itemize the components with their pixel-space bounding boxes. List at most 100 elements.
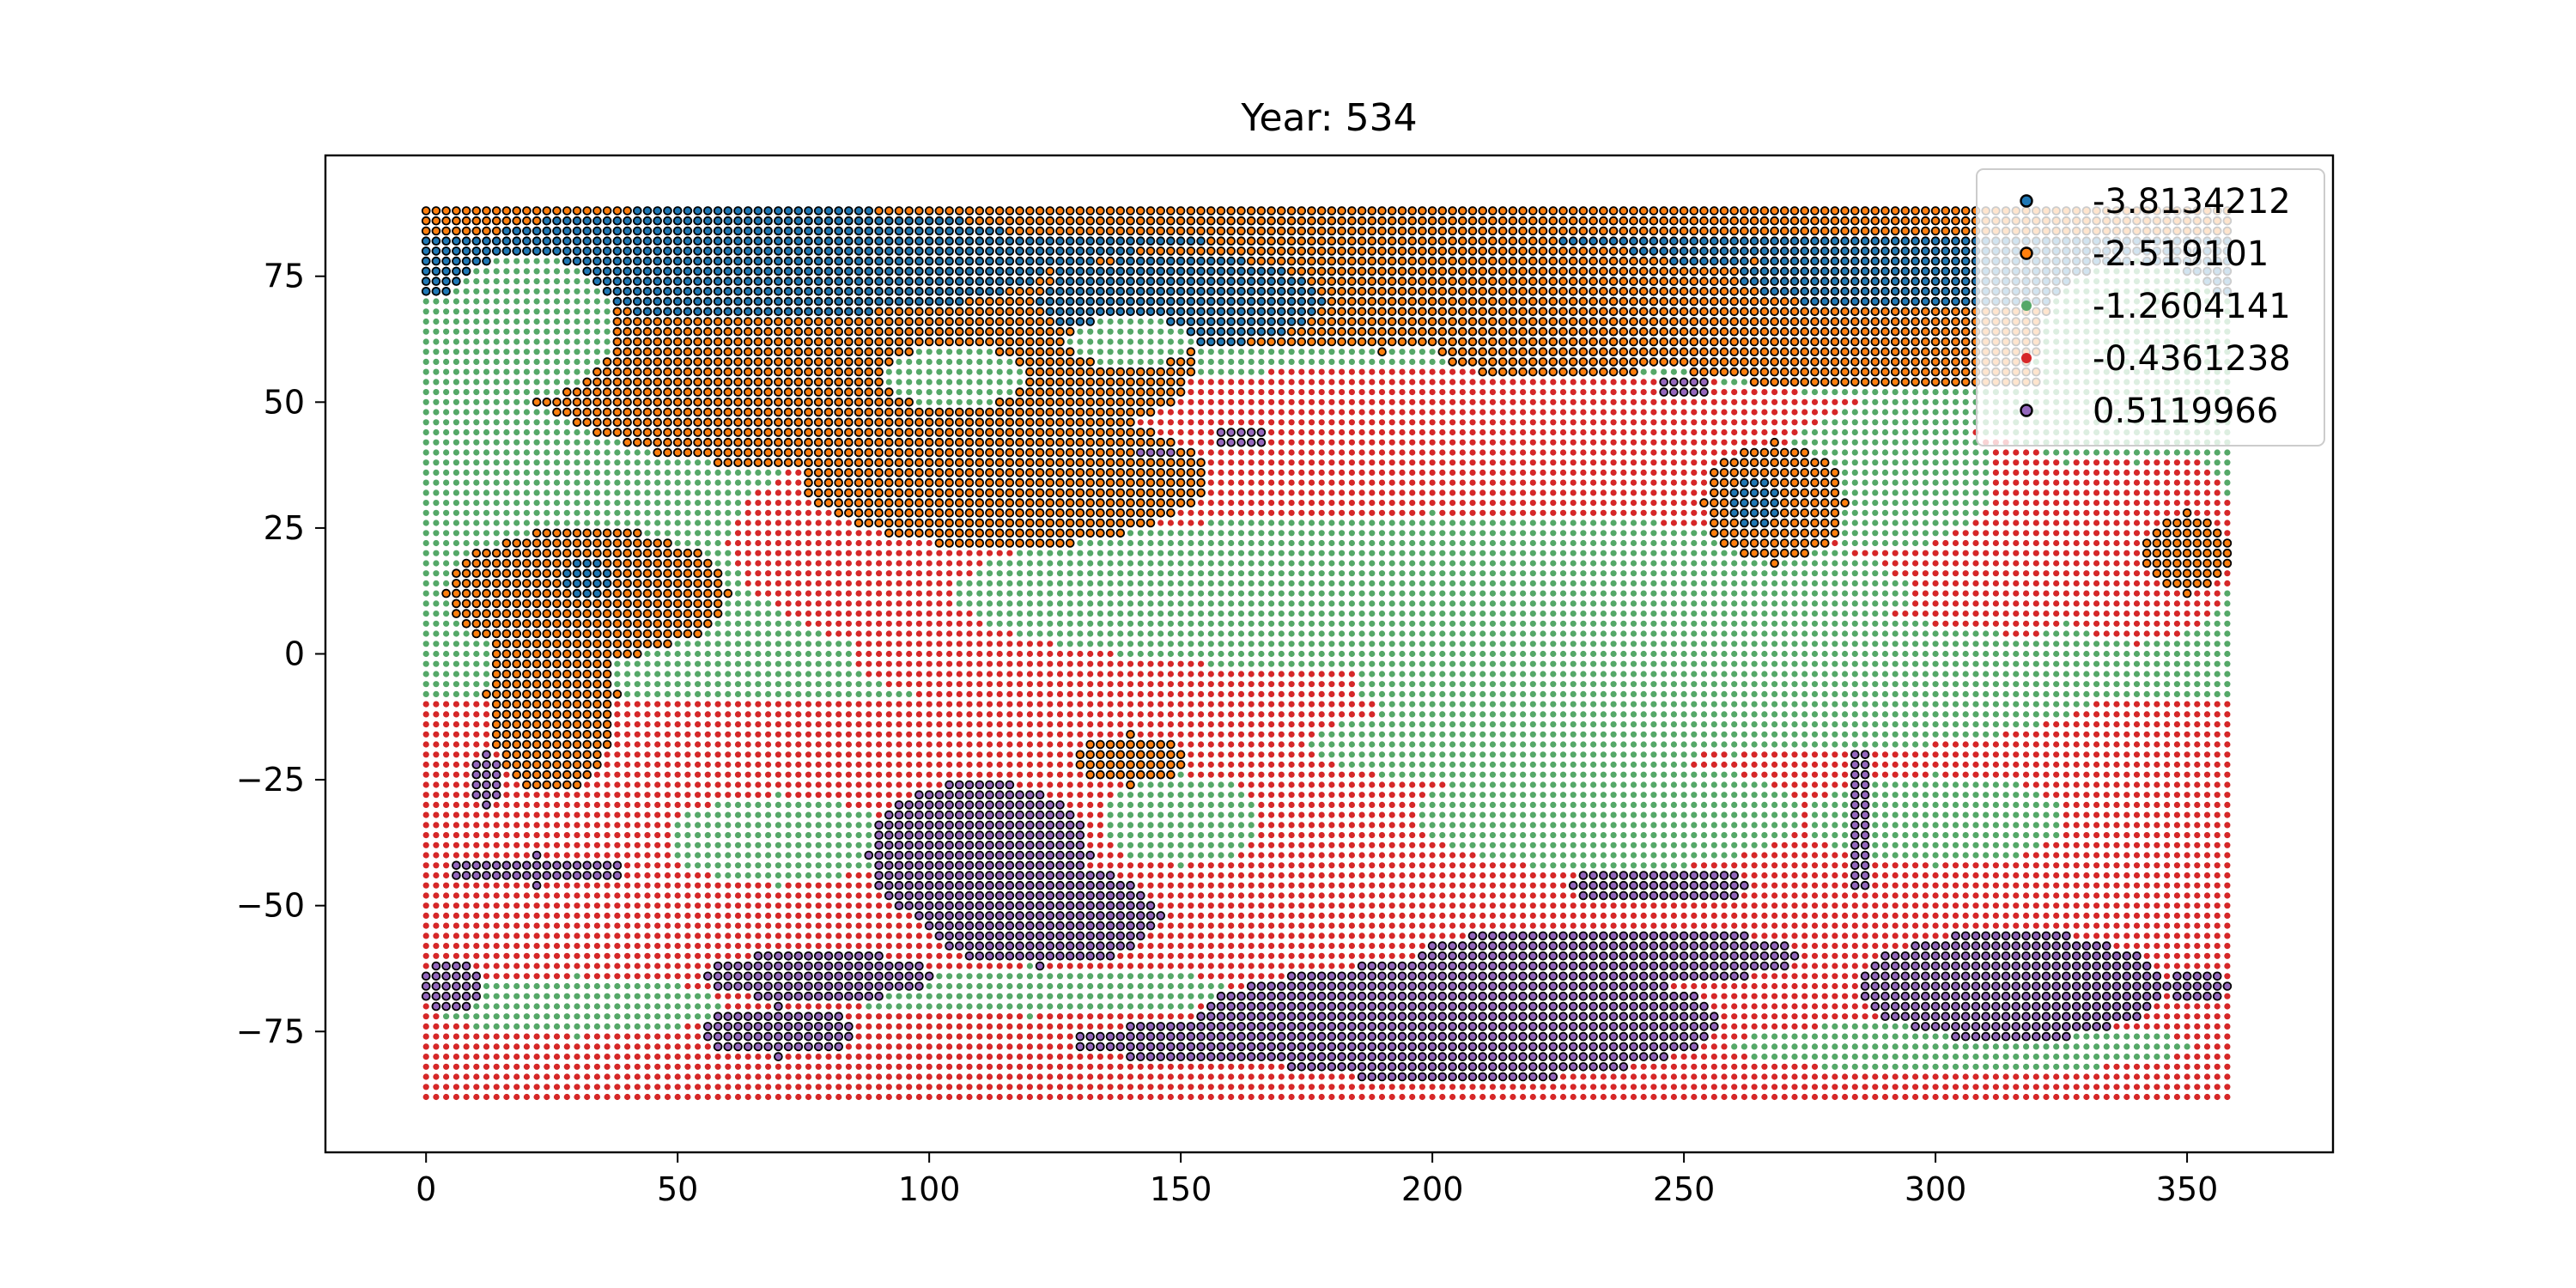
data-point--1.2604141 (503, 1013, 510, 1020)
data-point--0.4361238 (483, 1084, 490, 1091)
data-point-0.5119966 (1347, 1012, 1357, 1021)
data-point--0.4361238 (2203, 852, 2211, 859)
data-point-0.5119966 (2122, 981, 2132, 991)
data-point-0.5119966 (934, 901, 945, 910)
data-point-0.5119966 (1568, 981, 1578, 991)
data-point--0.4361238 (2184, 1073, 2190, 1080)
data-point--0.4361238 (513, 973, 520, 980)
data-point--1.2604141 (1147, 822, 1154, 829)
data-point--0.4361238 (744, 922, 751, 929)
data-point--0.4361238 (2083, 872, 2090, 879)
data-point-0.5119966 (1619, 951, 1629, 961)
data-point-0.5119966 (994, 920, 1005, 931)
data-point-0.5119966 (1619, 991, 1629, 1001)
data-point--0.4361238 (896, 1043, 902, 1050)
data-point--0.4361238 (1691, 902, 1698, 909)
data-point--0.4361238 (1851, 943, 1858, 950)
data-point--0.4361238 (574, 943, 580, 950)
data-point-0.5119966 (823, 1022, 834, 1031)
data-point-0.5119966 (914, 890, 924, 901)
data-point--0.4361238 (2203, 1093, 2211, 1101)
data-point-0.5119966 (914, 860, 924, 871)
data-point--0.4361238 (684, 912, 691, 919)
data-point--0.4361238 (866, 1084, 872, 1091)
data-point--0.4361238 (684, 922, 691, 929)
data-point--0.4361238 (1218, 1063, 1224, 1070)
data-point--1.2604141 (1127, 1003, 1134, 1010)
data-point--0.4361238 (422, 1043, 429, 1050)
data-point--1.2604141 (1881, 1033, 1889, 1040)
data-point-0.5119966 (813, 961, 823, 971)
data-point--1.2604141 (946, 993, 953, 999)
data-point--0.4361238 (1469, 922, 1476, 929)
data-point--0.4361238 (2123, 902, 2130, 909)
data-point--0.4361238 (1550, 902, 1557, 909)
data-point--0.4361238 (1198, 912, 1205, 919)
data-point--0.4361238 (503, 1043, 510, 1050)
data-point-0.5119966 (2011, 931, 2021, 941)
data-point--0.4361238 (1832, 1003, 1838, 1010)
data-point--0.4361238 (674, 943, 681, 950)
data-point--0.4361238 (443, 1023, 450, 1030)
data-point--0.4361238 (604, 973, 611, 980)
data-point--1.2604141 (966, 982, 973, 990)
data-point--1.2604141 (1942, 852, 1949, 859)
data-point-0.5119966 (1448, 1072, 1457, 1082)
data-point--0.4361238 (2164, 1073, 2171, 1080)
data-point--1.2604141 (926, 1003, 933, 1010)
data-point-0.5119966 (1467, 951, 1478, 961)
data-point--0.4361238 (876, 1084, 883, 1091)
data-point-0.5119966 (844, 991, 854, 1001)
data-point--0.4361238 (2053, 841, 2060, 848)
data-point--0.4361238 (704, 933, 711, 939)
data-point--0.4361238 (624, 1033, 631, 1040)
data-point--1.2604141 (1821, 832, 1828, 839)
data-point-0.5119966 (2001, 1012, 2011, 1021)
data-point--0.4361238 (1339, 882, 1346, 889)
data-point-0.5119966 (1719, 951, 1729, 961)
data-point--0.4361238 (513, 1033, 520, 1040)
data-point--0.4361238 (876, 933, 883, 939)
data-point--0.4361238 (2173, 963, 2180, 969)
data-point--0.4361238 (664, 963, 671, 969)
data-point--0.4361238 (1107, 1063, 1114, 1070)
data-point--1.2604141 (805, 832, 812, 839)
data-point--0.4361238 (1248, 872, 1255, 879)
data-point-0.5119966 (2001, 961, 2011, 971)
data-point--0.4361238 (523, 841, 531, 848)
data-point-0.5119966 (834, 961, 843, 971)
data-point--0.4361238 (704, 1084, 711, 1091)
data-point--0.4361238 (885, 1093, 892, 1101)
data-point--0.4361238 (845, 1093, 853, 1101)
data-point-0.5119966 (1316, 1052, 1327, 1061)
data-point--0.4361238 (966, 1063, 973, 1070)
data-point-0.5119966 (1780, 961, 1789, 971)
data-point--1.2604141 (503, 1003, 510, 1010)
data-point--1.2604141 (664, 982, 671, 990)
data-point--0.4361238 (1862, 1093, 1868, 1101)
data-point--0.4361238 (1278, 852, 1285, 859)
data-point-0.5119966 (1347, 1062, 1357, 1072)
data-point--0.4361238 (1087, 1063, 1094, 1070)
data-point--0.4361238 (744, 1054, 751, 1060)
data-point-0.5119966 (733, 981, 743, 991)
data-point--1.2604141 (1237, 822, 1245, 829)
data-point-0.5119966 (1277, 1001, 1286, 1012)
data-point-0.5119966 (1418, 991, 1427, 1001)
data-point--0.4361238 (2063, 882, 2069, 889)
data-point--0.4361238 (1258, 912, 1265, 919)
data-point-0.5119966 (2102, 1022, 2111, 1031)
data-point--1.2604141 (2143, 1054, 2150, 1060)
data-point--0.4361238 (876, 1073, 883, 1080)
data-point--0.4361238 (1449, 902, 1456, 909)
data-point-0.5119966 (1770, 941, 1779, 951)
data-point--0.4361238 (1157, 1073, 1164, 1080)
data-point--1.2604141 (1983, 841, 1990, 848)
data-point--0.4361238 (1751, 902, 1758, 909)
data-point--1.2604141 (1771, 832, 1778, 839)
data-point--0.4361238 (1409, 852, 1416, 859)
data-point--0.4361238 (1661, 1073, 1668, 1080)
data-point--0.4361238 (533, 1073, 540, 1080)
data-point-0.5119966 (1025, 840, 1035, 850)
data-point-0.5119966 (582, 871, 592, 880)
